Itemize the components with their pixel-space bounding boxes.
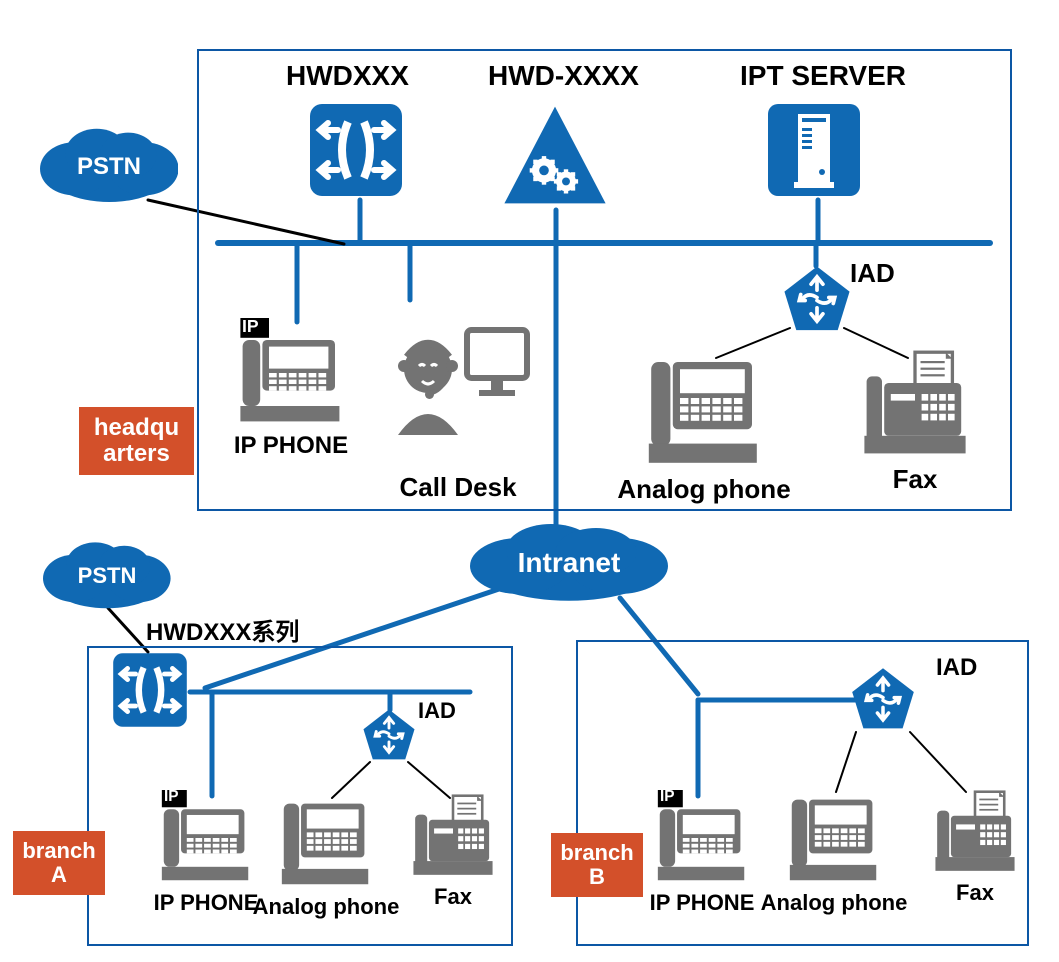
- location-tag-branchB: branch B: [551, 833, 643, 897]
- iad-icon: [360, 706, 418, 764]
- ip-badge: IP: [164, 788, 179, 806]
- node-label-ipph_a: IP PHONE: [154, 890, 259, 916]
- gateway-icon: [110, 650, 190, 730]
- node-label-desk_hq: Call Desk: [399, 472, 516, 503]
- node-text-hwd_a_lbl: HWDXXX系列: [146, 612, 299, 647]
- triangle-icon: [500, 100, 610, 210]
- ip-badge: IP: [242, 316, 259, 337]
- phone-icon: [786, 790, 882, 886]
- node-label-ipph_hq: IP PHONE: [234, 432, 348, 460]
- top-label-hwdxxx: HWDXXX: [286, 60, 409, 92]
- iad-icon: [848, 664, 918, 734]
- iad-icon: [780, 262, 854, 336]
- fax-icon: [860, 350, 970, 460]
- fax-icon: [410, 794, 496, 880]
- fax-icon: [932, 790, 1018, 876]
- node-label-iad_a: IAD: [418, 698, 456, 724]
- cloud-label-intranet: Intranet: [479, 547, 659, 579]
- cloud-label-pstn2: PSTN: [49, 563, 165, 589]
- node-label-fax_hq: Fax: [893, 464, 938, 495]
- node-label-aph_b: Analog phone: [761, 890, 908, 916]
- node-label-fax_b: Fax: [956, 880, 994, 906]
- top-label-hwd_xxxx: HWD-XXXX: [488, 60, 639, 92]
- location-tag-branchA: branch A: [13, 831, 105, 895]
- node-label-iad_b: IAD: [936, 654, 977, 682]
- cloud-label-pstn1: PSTN: [46, 153, 172, 181]
- node-label-fax_a: Fax: [434, 884, 472, 910]
- node-label-ipph_b: IP PHONE: [650, 890, 755, 916]
- location-tag-hq: headqu arters: [79, 407, 194, 475]
- node-label-aph_a: Analog phone: [253, 894, 400, 920]
- gateway-icon: [306, 100, 406, 200]
- phone-icon: [278, 794, 374, 890]
- phone-icon: [644, 350, 764, 470]
- ip-badge: IP: [660, 788, 675, 806]
- server-icon: [764, 100, 864, 200]
- node-label-iad_hq: IAD: [850, 258, 895, 289]
- node-label-aph_hq: Analog phone: [617, 474, 790, 505]
- calldesk-icon: [383, 318, 533, 468]
- top-label-ipt_server: IPT SERVER: [740, 60, 906, 92]
